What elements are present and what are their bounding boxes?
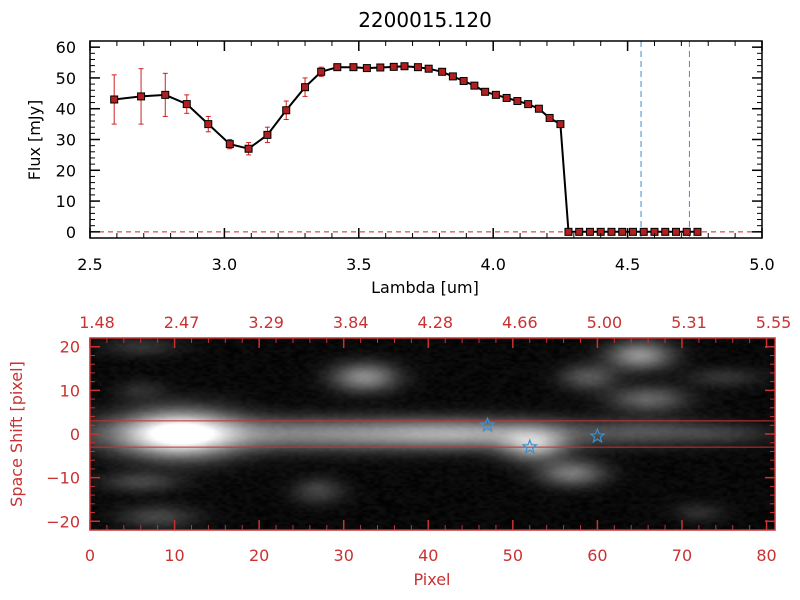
spectrum-y-tick-label: 30 [56, 131, 76, 150]
spectrum-point [110, 95, 119, 104]
spectrum-point [182, 100, 191, 109]
spectrum-point [161, 90, 170, 99]
spectrum-point [481, 87, 490, 96]
image-top-wavelength-label: 4.28 [417, 313, 453, 332]
spectrum-x-tick-label: 3.0 [212, 255, 237, 274]
image-x-axis-label: Pixel [413, 570, 450, 589]
spectrum-point [513, 97, 522, 106]
image-ticks: 0 1.48 10 2.47 20 3.29 30 3.84 40 4.28 50 4.66 60 5.0… [46, 313, 791, 565]
image-x-tick-label: 50 [503, 546, 523, 565]
spectrum-point [585, 227, 594, 236]
spectrum-point [628, 227, 637, 236]
spectrum-x-tick-label: 2.5 [77, 255, 102, 274]
image-top-wavelength-label: 3.84 [333, 313, 369, 332]
image-x-tick-label: 80 [756, 546, 776, 565]
image-y-tick-label: 0 [70, 425, 80, 444]
spectrum-point [362, 64, 371, 73]
image-x-tick-label: 10 [164, 546, 184, 565]
spectrum-point [389, 62, 398, 71]
image-top-wavelength-label: 2.47 [164, 313, 200, 332]
spectral-image-panel: 0 1.48 10 2.47 20 3.29 30 3.84 40 4.28 50 4.66 60 5.0… [7, 313, 791, 589]
spectrum-point [491, 90, 500, 99]
spectrum-y-tick-label: 0 [66, 223, 76, 242]
spectrum-point [137, 92, 146, 101]
spectrum-x-axis-label: Lambda [um] [371, 278, 479, 297]
image-y-tick-label: 20 [60, 338, 80, 357]
image-top-wavelength-label: 5.55 [756, 313, 792, 332]
spectrum-marks [90, 41, 762, 238]
image-x-tick-label: 70 [672, 546, 692, 565]
image-x-tick-label: 30 [334, 546, 354, 565]
spectrum-point [438, 67, 447, 76]
spectrum-point [244, 144, 253, 153]
spectrum-point [263, 130, 272, 139]
spectrum-y-tick-label: 40 [56, 100, 76, 119]
image-x-tick-label: 60 [587, 546, 607, 565]
image-y-axis-label: Space Shift [pixel] [7, 361, 26, 507]
spectrum-point [639, 227, 648, 236]
spectrum-point [693, 227, 702, 236]
image-y-tick-label: −20 [46, 512, 80, 531]
spectrum-line [114, 65, 698, 233]
spectrum-point [671, 227, 680, 236]
chart-title: 2200015.120 [358, 8, 492, 32]
image-x-tick-label: 40 [418, 546, 438, 565]
spectrum-point [225, 140, 234, 149]
star-marker [589, 427, 606, 444]
spectrum-y-tick-label: 60 [56, 38, 76, 57]
spectrum-point [534, 104, 543, 113]
spectrum-point [448, 72, 457, 81]
spectrum-point [502, 93, 511, 102]
image-x-tick-label: 20 [249, 546, 269, 565]
spectrum-point [376, 63, 385, 72]
spectrum-y-tick-label: 20 [56, 161, 76, 180]
spectrum-point [301, 83, 310, 92]
image-y-tick-label: 10 [60, 381, 80, 400]
spectrum-point [349, 63, 358, 72]
spectrum-x-tick-label: 5.0 [749, 255, 774, 274]
image-x-tick-label: 0 [85, 546, 95, 565]
spectrum-x-tick-label: 4.5 [615, 255, 640, 274]
spectrum-point [282, 106, 291, 115]
spectrum-point [607, 227, 616, 236]
spectrum-point [317, 67, 326, 76]
spectrum-point [400, 62, 409, 71]
image-top-wavelength-label: 4.66 [502, 313, 538, 332]
image-top-wavelength-label: 1.48 [79, 313, 115, 332]
spectrum-ticks: 2.5 3.0 3.5 4.0 4.5 5.0 0 10 20 30 40 50 60 [56, 38, 775, 274]
spectrum-point [556, 120, 565, 129]
image-y-tick-label: −10 [46, 469, 80, 488]
spectrum-point [682, 227, 691, 236]
spectrum-y-tick-label: 10 [56, 192, 76, 211]
spectrum-point [545, 113, 554, 122]
image-top-wavelength-label: 5.00 [587, 313, 623, 332]
spectrum-point [333, 63, 342, 72]
image-overlays [90, 416, 775, 455]
spectrum-point [661, 227, 670, 236]
spectrum-point [424, 64, 433, 73]
image-top-wavelength-label: 5.31 [671, 313, 707, 332]
image-top-wavelength-label: 3.29 [248, 313, 284, 332]
spectrum-point [204, 120, 213, 129]
spectrum-point [459, 77, 468, 86]
spectrum-panel: 2200015.120 2.5 3.0 3.5 4.0 4.5 5.0 0 10 20 30 40 5… [25, 8, 775, 297]
spectrum-point [470, 81, 479, 90]
star-marker [479, 416, 496, 433]
spectral-image [90, 338, 775, 530]
spectrum-point [618, 227, 627, 236]
spectrum-x-tick-label: 3.5 [346, 255, 371, 274]
spectrum-point [564, 227, 573, 236]
spectrum-y-tick-label: 50 [56, 69, 76, 88]
spectrum-point [575, 227, 584, 236]
star-marker [521, 438, 539, 455]
spectrum-point [413, 63, 422, 72]
spectrum-point [524, 100, 533, 109]
spectrum-y-axis-label: Flux [mJy] [25, 100, 44, 181]
spectrum-x-tick-label: 4.0 [480, 255, 505, 274]
